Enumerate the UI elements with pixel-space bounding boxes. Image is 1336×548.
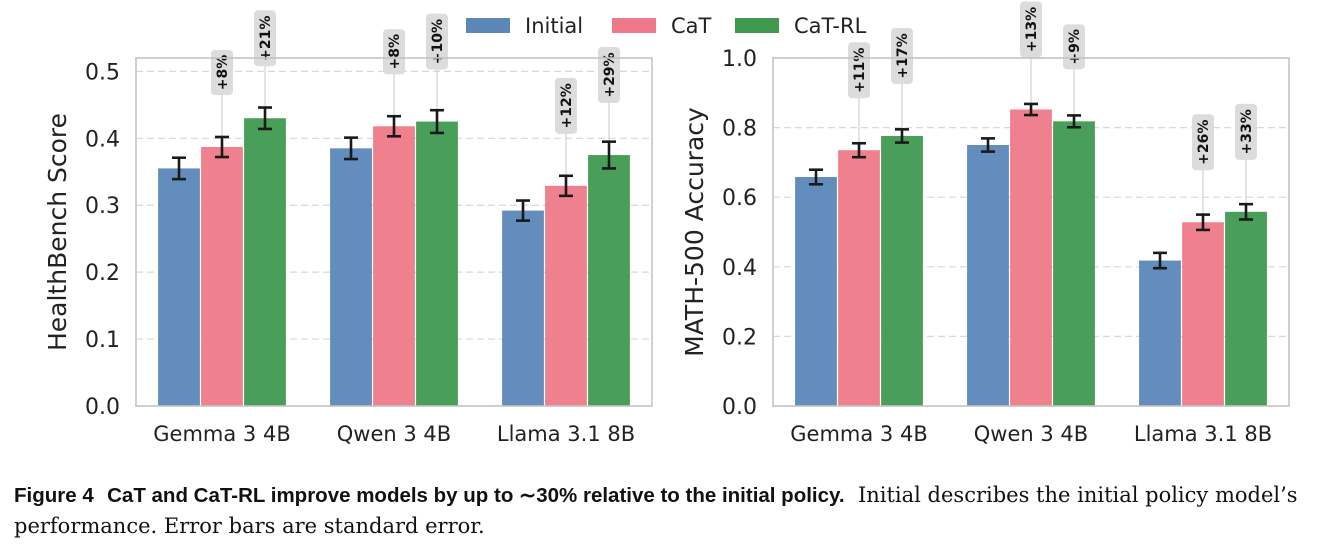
legend: Initial CaT CaT-RL bbox=[466, 14, 867, 38]
annotation-label: +33% bbox=[1239, 109, 1255, 154]
figure-caption: Figure 4 CaT and CaT-RL improve models b… bbox=[14, 480, 1324, 541]
plot-frame bbox=[772, 57, 1290, 407]
y-tick-label: 0.4 bbox=[85, 127, 120, 152]
legend-label-1: CaT bbox=[671, 14, 712, 38]
legend-label-2: CaT-RL bbox=[794, 14, 867, 38]
annotation-box bbox=[211, 50, 233, 96]
bar-1-1 bbox=[373, 126, 415, 406]
annotation-box bbox=[891, 27, 913, 84]
caption-body: Initial describes the initial policy mod… bbox=[14, 483, 1298, 538]
y-tick-label: 0.2 bbox=[85, 261, 120, 286]
x-tick-label: Qwen 3 4B bbox=[337, 422, 451, 446]
y-tick-label: 0.8 bbox=[722, 117, 757, 142]
y-tick-label: 0.4 bbox=[722, 256, 757, 281]
caption-label: Figure 4 bbox=[14, 484, 94, 507]
bar-0-0 bbox=[795, 177, 837, 406]
x-tick-label: Qwen 3 4B bbox=[974, 422, 1088, 446]
y-tick-label: 0.1 bbox=[85, 328, 120, 353]
bar-2-1 bbox=[416, 121, 458, 407]
legend-swatch-1 bbox=[612, 18, 656, 33]
y-tick-label: 0.3 bbox=[85, 194, 120, 219]
annotation-label: +12% bbox=[559, 83, 575, 128]
y-tick-label: 0.2 bbox=[722, 325, 757, 350]
bar-1-1 bbox=[1010, 109, 1052, 406]
annotation-box bbox=[254, 10, 276, 67]
annotation-label: +10% bbox=[430, 19, 446, 64]
annotation-label: +9% bbox=[1067, 29, 1083, 65]
bar-0-2 bbox=[1139, 260, 1181, 406]
bar-2-0 bbox=[244, 118, 286, 406]
y-axis-label: HealthBench Score bbox=[43, 113, 72, 351]
y-tick-label: 0.5 bbox=[85, 60, 120, 85]
legend-swatch-0 bbox=[466, 18, 510, 33]
annotation-label: +8% bbox=[215, 55, 231, 91]
y-axis-label: MATH-500 Accuracy bbox=[680, 107, 709, 357]
annotation-label: +26% bbox=[1196, 120, 1212, 165]
annotation-box bbox=[555, 77, 577, 134]
bar-2-1 bbox=[1053, 121, 1095, 406]
bar-2-2 bbox=[1225, 211, 1267, 406]
bar-0-0 bbox=[158, 168, 200, 406]
bar-1-0 bbox=[201, 147, 243, 406]
annotation-box bbox=[598, 47, 620, 104]
x-tick-label: Gemma 3 4B bbox=[790, 422, 927, 446]
math500-chart: 0.0 0.2 0.4 0.6 0.8 1.0 MATH-500 Accuracy Gemma… bbox=[680, 1, 1290, 446]
x-tick-label: Gemma 3 4B bbox=[153, 422, 290, 446]
y-tick-label: 0.6 bbox=[722, 186, 757, 211]
caption-title: CaT and CaT-RL improve models by up to ∼… bbox=[107, 484, 845, 507]
annotation-label: +11% bbox=[852, 48, 868, 93]
y-tick-label: 0.0 bbox=[85, 395, 120, 420]
legend-label-0: Initial bbox=[525, 14, 583, 38]
x-tick-label: Llama 3.1 8B bbox=[497, 422, 635, 446]
annotation-box bbox=[383, 29, 405, 75]
annotation-label: +8% bbox=[387, 34, 403, 69]
bar-1-2 bbox=[545, 185, 587, 406]
annotation-box bbox=[1192, 114, 1214, 171]
bar-0-1 bbox=[967, 145, 1009, 406]
annotation-label: +13% bbox=[1024, 7, 1040, 52]
bar-2-0 bbox=[881, 135, 923, 406]
y-tick-label: 0.0 bbox=[722, 395, 757, 420]
annotation-box bbox=[426, 13, 448, 70]
annotation-box bbox=[1020, 1, 1042, 58]
legend-swatch-2 bbox=[735, 18, 779, 33]
bar-1-0 bbox=[838, 150, 880, 406]
annotation-label: +21% bbox=[258, 16, 274, 61]
plot-frame bbox=[135, 57, 653, 407]
annotation-label: +17% bbox=[895, 33, 911, 78]
bar-2-2 bbox=[588, 155, 630, 406]
annotation-box bbox=[1235, 103, 1257, 160]
annotation-box bbox=[848, 42, 870, 99]
x-tick-label: Llama 3.1 8B bbox=[1134, 422, 1272, 446]
y-tick-label: 1.0 bbox=[722, 47, 757, 72]
figure: Initial CaT CaT-RL 0.0 0.1 0.2 0.3 0.4 0.5 Healt… bbox=[43, 1, 1290, 446]
bar-0-1 bbox=[330, 148, 372, 406]
annotation-label: +29% bbox=[602, 52, 618, 97]
bar-1-2 bbox=[1182, 222, 1224, 406]
bar-0-2 bbox=[502, 210, 544, 406]
healthbench-chart: 0.0 0.1 0.2 0.3 0.4 0.5 HealthBench Score Gemma… bbox=[43, 10, 653, 446]
